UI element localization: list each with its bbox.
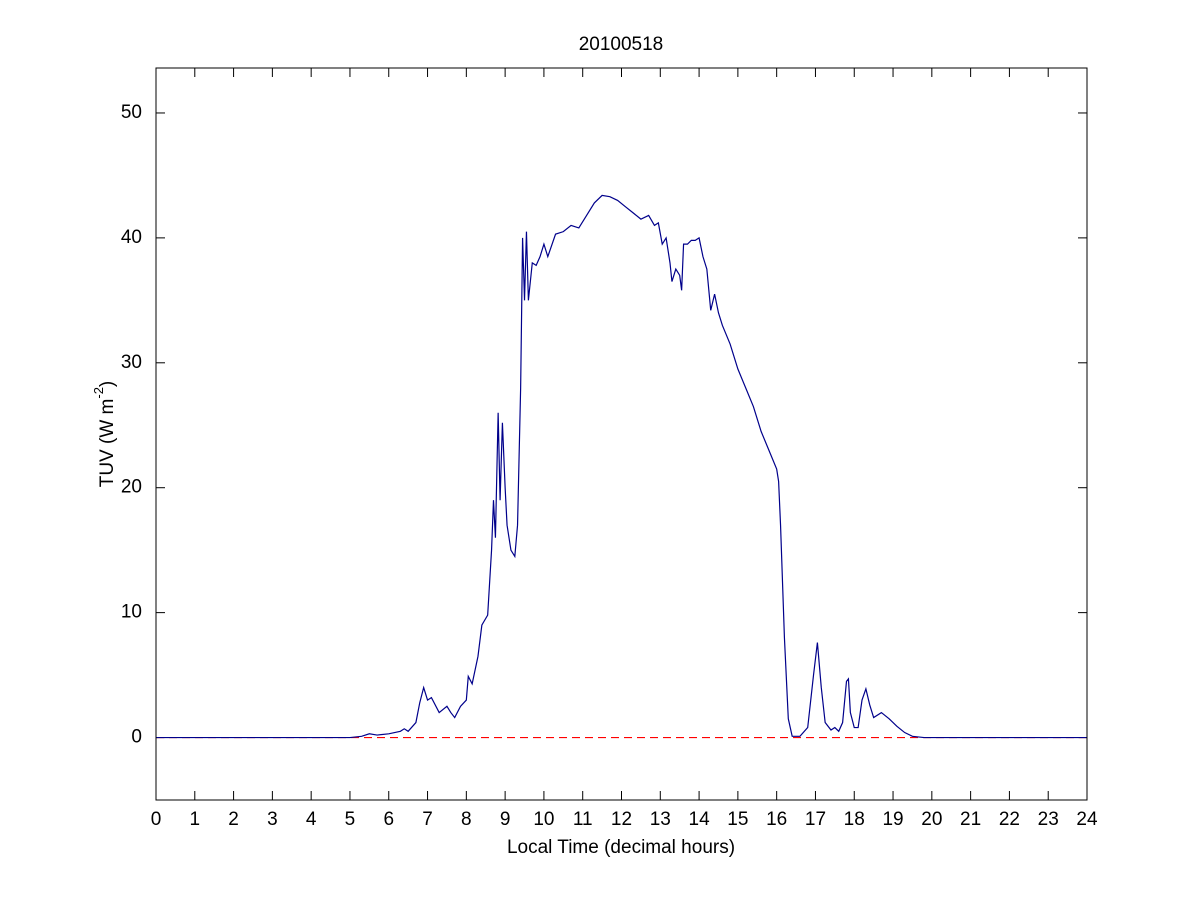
x-tick-label: 5	[345, 809, 356, 830]
x-tick-label: 6	[383, 809, 394, 830]
x-tick-label: 17	[805, 809, 826, 830]
y-label-main: TUV (W m	[97, 399, 118, 488]
x-tick-label: 14	[689, 809, 711, 830]
x-tick-label: 10	[533, 809, 554, 830]
x-tick-label: 7	[422, 809, 433, 830]
x-tick-label: 18	[844, 809, 865, 830]
x-tick-label: 1	[190, 809, 201, 830]
plot-frame	[155, 67, 1088, 801]
x-tick-label: 16	[766, 809, 787, 830]
x-tick-label: 11	[573, 809, 593, 830]
x-tick-label: 13	[650, 809, 671, 830]
data-line	[156, 194, 1087, 739]
x-tick-label: 8	[461, 809, 472, 830]
x-tick-label: 19	[882, 809, 903, 830]
x-tick-label: 0	[151, 809, 162, 830]
x-tick-label: 12	[611, 809, 632, 830]
x-tick-label: 21	[960, 809, 981, 830]
x-tick-label: 23	[1038, 809, 1059, 830]
x-tick-label: 4	[306, 809, 317, 830]
chart-title: 20100518	[579, 34, 664, 55]
y-tick-label: 20	[121, 477, 142, 498]
x-tick-label: 15	[727, 809, 748, 830]
y-tick-label: 50	[121, 102, 142, 123]
y-tick-label: 0	[131, 727, 142, 748]
x-tick-label: 3	[267, 809, 278, 830]
x-tick-label: 24	[1076, 809, 1098, 830]
y-label-end: )	[97, 381, 118, 387]
x-axis-label: Local Time (decimal hours)	[507, 837, 735, 858]
y-tick-label: 10	[121, 602, 142, 623]
x-tick-label: 20	[921, 809, 942, 830]
y-tick-label: 40	[121, 227, 142, 248]
y-label-superscript: -2	[91, 387, 106, 399]
x-tick-label: 22	[999, 809, 1020, 830]
x-tick-label: 9	[500, 809, 511, 830]
y-axis-label: TUV (W m-2)	[91, 381, 118, 488]
y-tick-label: 30	[121, 352, 142, 373]
x-tick-label: 2	[228, 809, 239, 830]
